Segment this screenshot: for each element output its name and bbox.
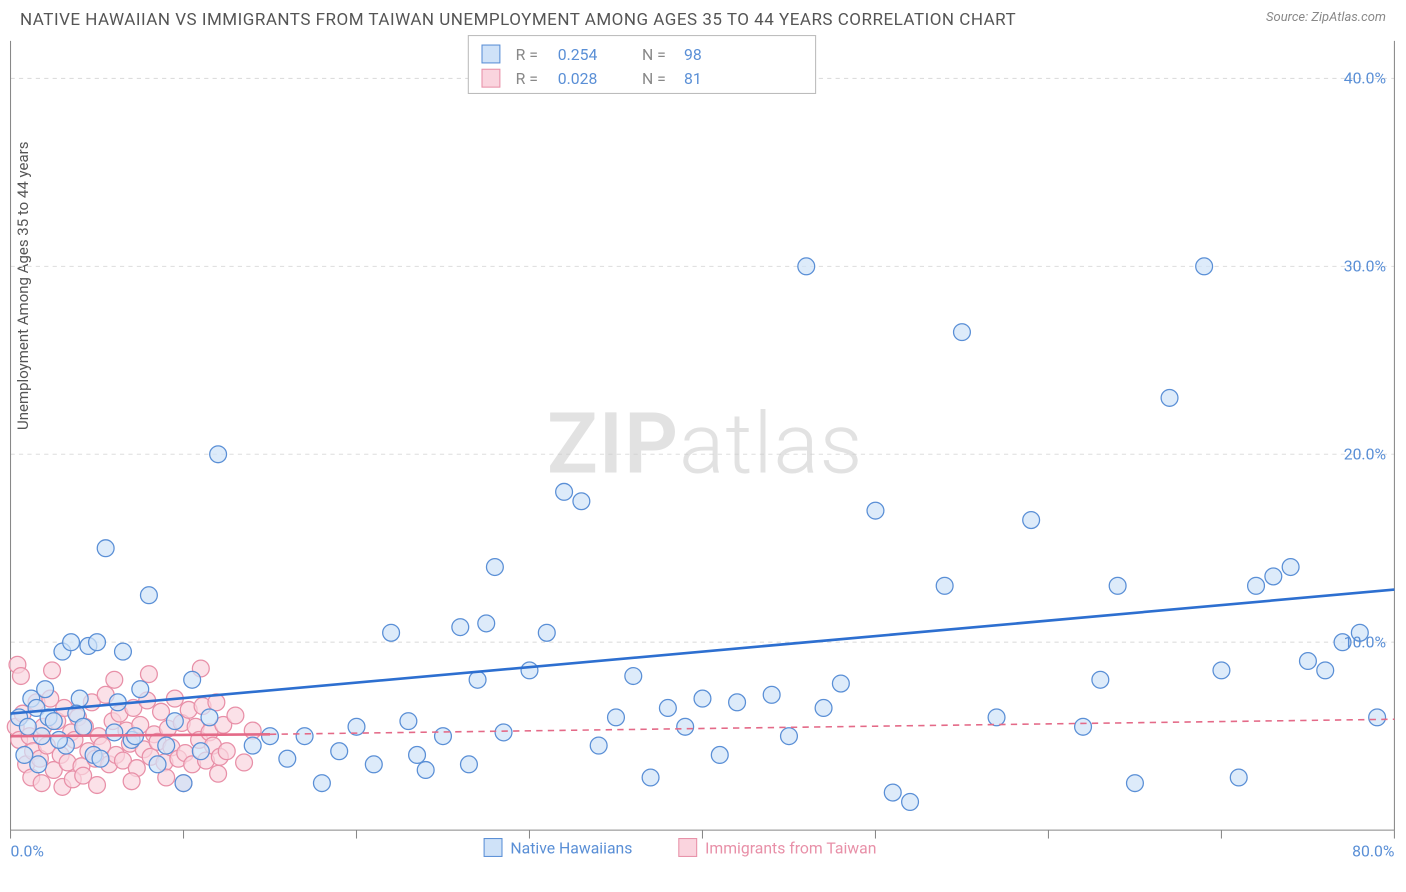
svg-text:81: 81 bbox=[684, 69, 702, 88]
gridlines bbox=[11, 78, 1395, 642]
svg-text:10.0%: 10.0% bbox=[1344, 632, 1386, 651]
legend-bottom: Native Hawaiians Immigrants from Taiwan bbox=[484, 838, 876, 857]
svg-text:0.028: 0.028 bbox=[558, 69, 598, 88]
svg-text:R =: R = bbox=[516, 69, 538, 88]
legend-series2-label: Immigrants from Taiwan bbox=[705, 838, 876, 857]
svg-text:20.0%: 20.0% bbox=[1344, 445, 1386, 464]
svg-text:30.0%: 30.0% bbox=[1344, 257, 1386, 276]
x-ticks bbox=[11, 830, 1395, 838]
scatter-chart: ZIPatlas 0.0% 80.0% 10.0% 20.0% 30.0% 40.0% R… bbox=[0, 0, 1406, 892]
svg-text:N =: N = bbox=[642, 69, 666, 88]
watermark: ZIPatlas bbox=[547, 394, 864, 493]
svg-text:80.0%: 80.0% bbox=[1352, 841, 1394, 860]
svg-text:40.0%: 40.0% bbox=[1344, 69, 1386, 88]
svg-text:0.254: 0.254 bbox=[558, 45, 598, 64]
svg-text:98: 98 bbox=[684, 45, 702, 64]
svg-text:N =: N = bbox=[642, 45, 666, 64]
legend-top: R = 0.254 N = 98 R = 0.028 N = 81 bbox=[468, 36, 815, 94]
svg-text:R =: R = bbox=[516, 45, 538, 64]
legend-series1-label: Native Hawaiians bbox=[510, 838, 632, 857]
svg-text:0.0%: 0.0% bbox=[11, 841, 44, 860]
